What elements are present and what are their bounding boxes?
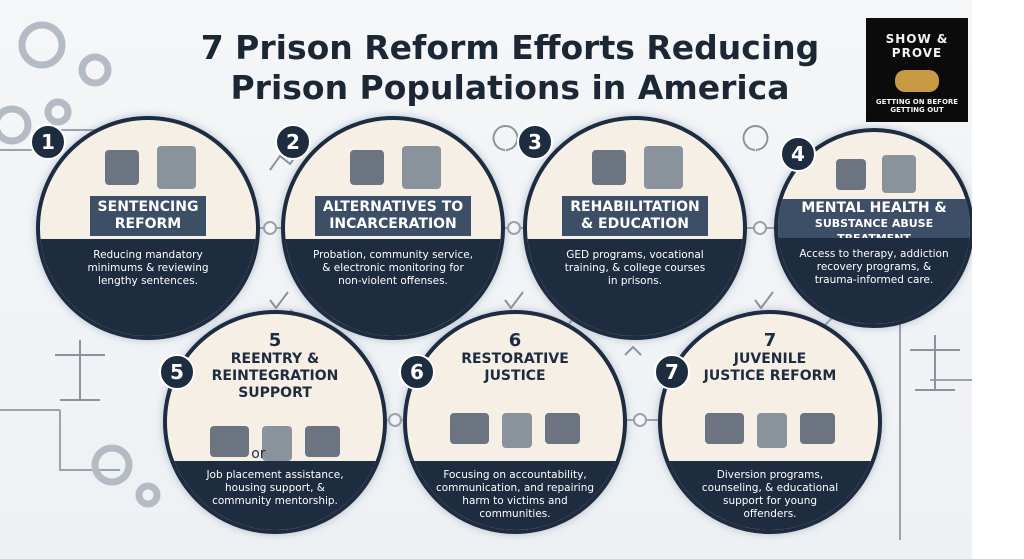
heading-line: REENTRY & [230,351,320,368]
title-line: 7 Prison Reform Efforts Reducing [200,28,820,67]
title-line: Prison Populations in America [230,68,790,107]
description-line: communication, and repairing [435,481,595,494]
heading-box: REHABILITATION & EDUCATION [562,195,708,236]
or-text: or [251,445,266,462]
description-line: community mentorship. [212,494,338,507]
description-line: support for young [722,494,818,507]
heading-line: JUSTICE [484,368,546,385]
number-badge: 1 [30,124,66,160]
description-line: Diversion programs, [716,468,824,481]
heading: 5 REENTRY & REINTEGRATION SUPPORT [167,331,383,402]
description-band: Probation, community service, & electroni… [285,238,501,336]
illustration [210,426,250,457]
reform-circle: REHABILITATION & EDUCATION GED programs, v… [523,116,747,340]
description-band: Reducing mandatory minimums & reviewing le… [40,238,256,336]
description-line: Probation, community service, [312,248,474,261]
description-band: Access to therapy, addiction recovery pro… [778,237,970,324]
heading-line: REFORM [114,215,182,232]
number-badge: 6 [399,354,435,390]
heading-box: SENTENCING REFORM [89,195,207,236]
description-line: counseling, & educational [701,481,839,494]
description-line: Focusing on accountability, [443,468,587,481]
illustration [591,150,627,185]
reform-circle: SENTENCING REFORM Reducing mandatory minimu… [36,116,260,340]
reform-circle: 6 RESTORATIVE JUSTICE Focusing on accountab… [403,310,627,534]
number-badge: 5 [159,354,195,390]
logo-icon [895,70,939,92]
reform-circle: 5 REENTRY & REINTEGRATION SUPPORT or Job plac… [163,310,387,534]
heading-line: & EDUCATION [580,215,690,232]
description-line: Access to therapy, addiction [799,247,949,260]
number-badge: 7 [654,354,690,390]
heading-line: MENTAL HEALTH & [801,200,947,217]
reform-circle: ALTERNATIVES TO INCARCERATION Probation, c… [281,116,505,340]
description-line: housing support, & [225,481,325,494]
heading-line: JUSTICE REFORM [703,368,837,385]
description-line: recovery programs, & [816,260,932,273]
description-band: GED programs, vocational training, & coll… [527,238,743,336]
description-line: trauma-informed care. [814,273,934,286]
description-band: Job placement assistance, housing support… [167,460,383,530]
illustration [881,155,917,194]
illustration [757,413,788,448]
heading: ALTERNATIVES TO INCARCERATION [285,195,501,236]
illustration [502,413,533,448]
illustration [401,145,441,190]
description-line: training, & college courses [564,261,706,274]
description-line: & electronic monitoring for [322,261,464,274]
illustration [104,150,140,185]
logo-tagline: GETTING ON BEFORE GETTING OUT [875,98,959,114]
illustration [305,426,340,457]
heading-line: JUVENILE [733,351,807,368]
heading-line: RESTORATIVE [461,351,569,368]
number-badge: 2 [275,124,311,160]
heading-box: ALTERNATIVES TO INCARCERATION [314,195,472,236]
number-badge: 4 [780,136,816,172]
illustration [545,413,580,444]
illustration [800,413,835,444]
logo: SHOW & PROVE GETTING ON BEFORE GETTING O… [866,18,968,122]
heading-line: SUPPORT [238,385,312,402]
heading-line: INCARCERATION [329,215,457,232]
logo-text: SHOW & PROVE [885,32,949,60]
heading: SENTENCING REFORM [40,195,256,236]
reform-circle: 7 JUVENILE JUSTICE REFORM Diversion program… [658,310,882,534]
heading: 6 RESTORATIVE JUSTICE [407,331,623,385]
description-line: minimums & reviewing [87,261,209,274]
description-band: Diversion programs, counseling, & educati… [662,460,878,530]
illustration [349,150,385,185]
heading-number: 6 [508,330,522,352]
infographic: 7 Prison Reform Efforts Reducing Prison … [0,0,972,559]
description-line: lengthy sentences. [98,274,198,287]
heading-line: SENTENCING [97,198,199,215]
illustration [450,413,490,444]
title: 7 Prison Reform Efforts Reducing Prison … [150,28,870,108]
description-line: non-violent offenses. [338,274,448,287]
heading-line: REINTEGRATION [211,368,339,385]
description-line: Job placement assistance, [206,468,344,481]
heading-number: 5 [268,330,282,352]
illustration [156,145,196,190]
description-band: Focusing on accountability, communication… [407,460,623,530]
description-line: harm to victims and [462,494,568,507]
description-line: offenders. [743,507,797,520]
heading-number: 7 [763,330,777,352]
number-badge: 3 [517,124,553,160]
heading: 7 JUVENILE JUSTICE REFORM [662,331,878,385]
illustration [835,158,867,190]
description-line: GED programs, vocational [566,248,704,261]
heading-line: REHABILITATION [570,198,700,215]
heading: REHABILITATION & EDUCATION [527,195,743,236]
heading-line: ALTERNATIVES TO [322,198,464,215]
illustration [705,413,745,444]
illustration [262,426,293,461]
description-line: communities. [479,507,551,520]
description-line: Reducing mandatory [93,248,203,261]
illustration [643,145,683,190]
description-line: in prisons. [607,274,663,287]
